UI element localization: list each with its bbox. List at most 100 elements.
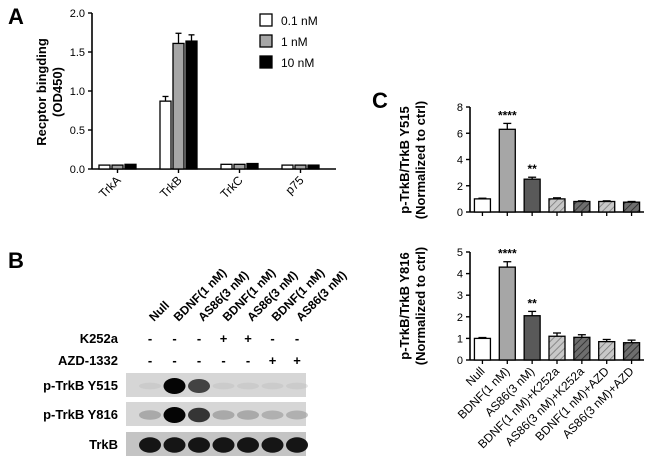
treatment-sign: -	[172, 353, 176, 368]
y-tick-label: 4	[457, 155, 463, 167]
bar	[307, 164, 320, 170]
bar	[622, 342, 641, 361]
blot-band	[212, 410, 235, 420]
legend-swatch	[259, 55, 273, 69]
blot-band	[139, 410, 161, 420]
treatment-sign: -	[246, 353, 250, 368]
blot-row-label: p-TrkB Y816	[43, 407, 118, 422]
y-tick-label: 0	[457, 355, 463, 367]
treatment-sign: +	[269, 353, 277, 368]
blot-band	[212, 437, 235, 453]
blot-band	[286, 437, 308, 453]
significance-marker: ****	[498, 108, 517, 122]
bar	[294, 164, 307, 170]
bar	[622, 201, 641, 213]
blot-band	[261, 410, 284, 420]
y-axis-label: p-TrkB/TrkB Y515	[397, 106, 412, 213]
legend-label: 0.1 nM	[281, 14, 318, 28]
y-tick-label: 1.5	[70, 47, 85, 59]
blot-band	[237, 437, 259, 453]
bar	[233, 163, 246, 170]
bar	[523, 178, 541, 213]
panel-a-chart: Recptor bingding (OD450) 0.0 0.5 1.0 1.5 2.0…	[34, 8, 336, 201]
bar	[220, 163, 233, 170]
y-tick-label: 5	[457, 247, 463, 259]
treatment-sign: -	[172, 331, 176, 346]
bar	[185, 40, 198, 170]
bar	[573, 336, 591, 361]
blot-band	[212, 382, 235, 390]
bar	[498, 128, 516, 213]
legend-label: 1 nM	[281, 35, 308, 49]
legend-swatch	[259, 34, 273, 48]
blot-band	[261, 437, 284, 453]
bar	[111, 164, 124, 170]
blot-band	[163, 378, 186, 394]
blot-band	[237, 410, 259, 420]
blot-band	[163, 437, 186, 453]
y-tick-label: 1	[457, 333, 463, 345]
significance-marker: **	[527, 296, 537, 310]
blot-band	[286, 382, 308, 390]
treatment-label: K252a	[80, 331, 119, 346]
treatment-sign: +	[244, 331, 252, 346]
bar	[246, 162, 259, 170]
x-tick-label: TrkA	[96, 173, 123, 200]
blot-band	[261, 382, 284, 390]
y-tick-label: 0.0	[70, 164, 85, 176]
bar	[98, 164, 111, 170]
treatment-sign: -	[197, 353, 201, 368]
y-tick-label: 2.0	[70, 8, 85, 20]
blot-band	[163, 407, 186, 423]
y-tick-label: 2	[457, 181, 463, 193]
bar	[548, 198, 566, 213]
y-axis-label-unit: (Normalized to ctrl)	[413, 247, 428, 365]
bar	[598, 200, 616, 213]
bar	[159, 100, 172, 170]
bar	[473, 198, 492, 213]
bar	[124, 163, 137, 170]
lane-label: Null	[146, 298, 172, 324]
legend-label: 10 nM	[281, 56, 314, 70]
blot-row-label: TrkB	[89, 437, 118, 452]
blot-band	[188, 437, 210, 453]
treatment-label: AZD-1332	[58, 353, 118, 368]
treatment-sign: -	[295, 331, 299, 346]
panel-c-y515-chart: p-TrkB/TrkB Y515 (Normalized to ctrl) 0 2…	[397, 101, 644, 219]
blot-band	[188, 379, 210, 393]
legend: 0.1 nM 1 nM 10 nM	[259, 13, 318, 70]
blot-row-label: p-TrkB Y515	[43, 378, 118, 393]
legend-swatch	[259, 13, 273, 27]
y-axis-label: p-TrkB/TrkB Y816	[397, 252, 412, 359]
treatment-sign: -	[270, 331, 274, 346]
bar	[498, 266, 516, 361]
treatment-sign: -	[148, 353, 152, 368]
y-tick-label: 3	[457, 290, 463, 302]
y-tick-label: 0.5	[70, 125, 85, 137]
x-tick-label: TrkB	[157, 173, 184, 200]
x-tick-label: p75	[283, 173, 307, 197]
panel-b-label: B	[8, 248, 24, 273]
bar	[573, 200, 591, 213]
blot-band	[237, 382, 259, 390]
bar	[598, 340, 616, 361]
y-axis-label-unit: (Normalized to ctrl)	[413, 101, 428, 219]
treatment-sign: +	[293, 353, 301, 368]
bar	[281, 164, 294, 170]
significance-marker: ****	[498, 247, 517, 261]
treatment-sign: -	[197, 331, 201, 346]
significance-marker: **	[527, 162, 537, 176]
blot-band	[286, 410, 308, 420]
y-axis-label-unit: (OD450)	[50, 67, 65, 117]
panel-c-label: C	[372, 88, 388, 113]
x-tick-label: TrkC	[218, 173, 246, 201]
bar	[473, 337, 492, 361]
treatment-sign: +	[220, 331, 228, 346]
y-tick-label: 8	[457, 102, 463, 114]
y-axis-label: Recptor bingding	[34, 38, 49, 146]
y-tick-label: 0	[457, 207, 463, 219]
treatment-sign: -	[148, 331, 152, 346]
panel-c-y816-chart: p-TrkB/TrkB Y816 (Normalized to ctrl) 0 1…	[397, 247, 644, 451]
blot-strip	[126, 373, 306, 397]
